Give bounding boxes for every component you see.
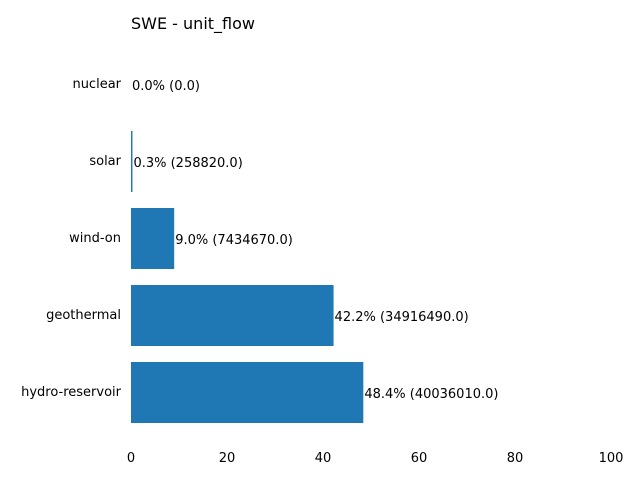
- x-tick-label: 60: [411, 451, 428, 466]
- data-label-geothermal: 42.2% (34916490.0): [335, 310, 469, 325]
- data-label-solar: 0.3% (258820.0): [133, 156, 242, 171]
- bar-wind-on: [131, 208, 175, 269]
- x-tick-label: 20: [219, 451, 236, 466]
- category-label-wind-on: wind-on: [69, 231, 121, 246]
- data-label-nuclear: 0.0% (0.0): [132, 79, 200, 94]
- x-tick-label: 40: [315, 451, 332, 466]
- category-label-geothermal: geothermal: [46, 308, 121, 323]
- x-tick-label: 100: [599, 451, 624, 466]
- x-tick-label: 80: [507, 451, 524, 466]
- x-tick-label: 0: [127, 451, 135, 466]
- bar-hydro-reservoir: [131, 362, 364, 423]
- data-label-hydro-reservoir: 48.4% (40036010.0): [364, 387, 498, 402]
- category-label-hydro-reservoir: hydro-reservoir: [21, 385, 122, 400]
- bar-solar: [131, 131, 133, 192]
- bar-geothermal: [131, 285, 334, 346]
- chart-title: SWE - unit_flow: [131, 14, 255, 34]
- data-label-wind-on: 9.0% (7434670.0): [175, 233, 293, 248]
- category-label-solar: solar: [89, 154, 121, 169]
- category-label-nuclear: nuclear: [72, 77, 121, 92]
